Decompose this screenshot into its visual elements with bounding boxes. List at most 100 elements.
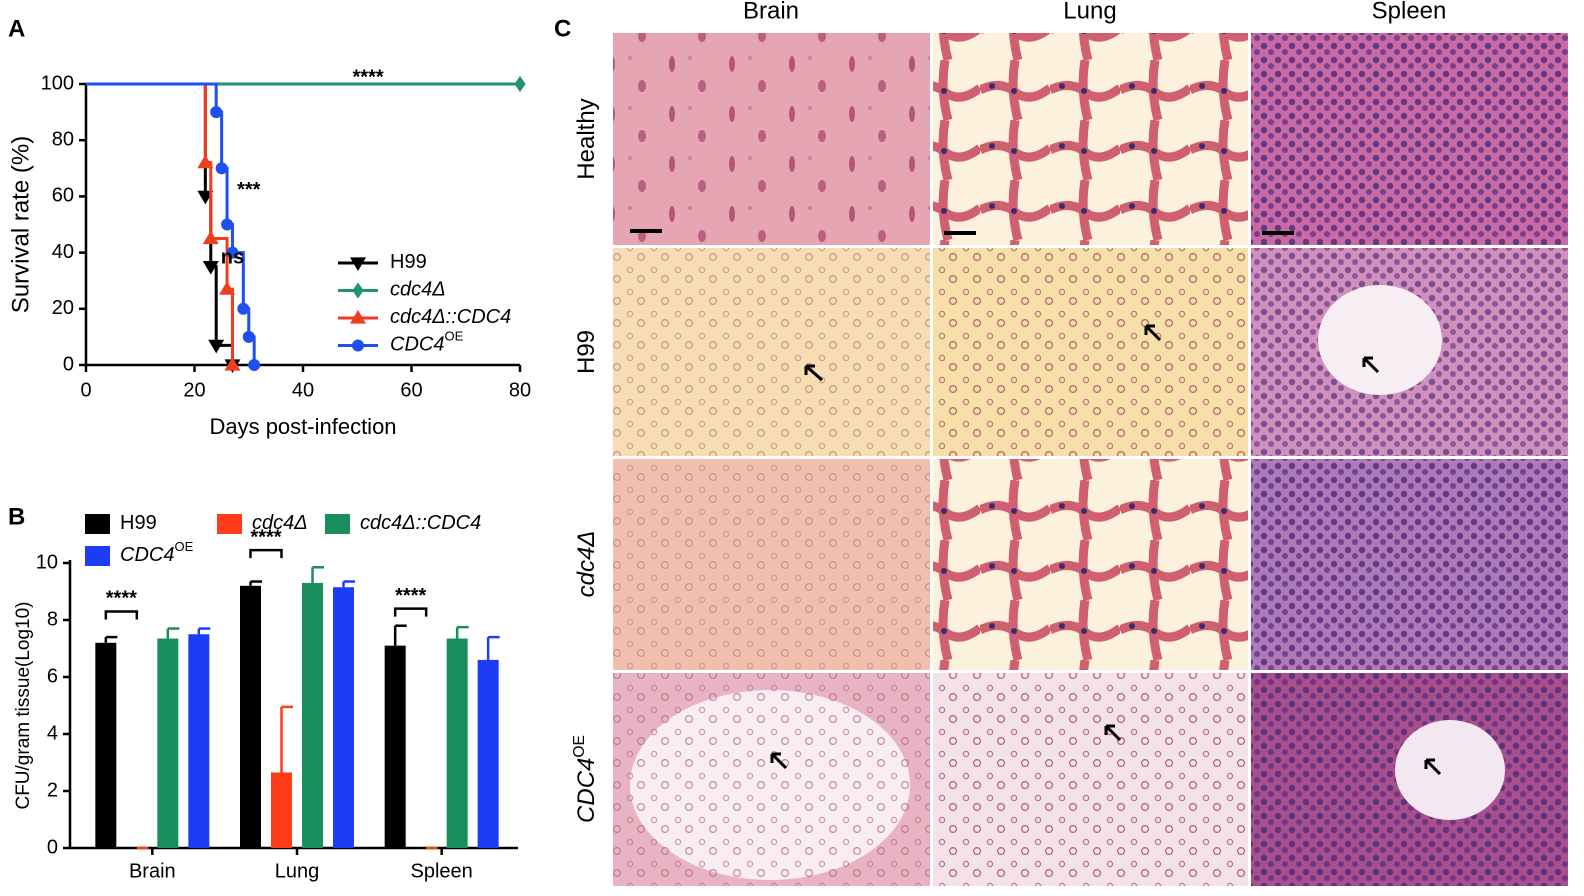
y-axis-label: Survival rate (%)	[7, 136, 34, 313]
x-tick-label: Brain	[129, 860, 176, 882]
x-tick-label: 20	[183, 379, 205, 401]
x-tick-label: Lung	[275, 860, 320, 882]
tile-texture	[1251, 459, 1568, 670]
row-label: Healthy	[573, 98, 600, 179]
column-header: Lung	[1063, 0, 1116, 24]
x-tick-label: 40	[292, 379, 314, 401]
tile	[933, 459, 1248, 670]
legend-label-superscript: OE	[174, 539, 193, 554]
y-tick-label: 80	[52, 128, 74, 150]
x-tick-label: Spleen	[411, 860, 473, 882]
annotation: ****	[353, 67, 384, 89]
bar	[188, 634, 210, 848]
annotation: ****	[250, 526, 281, 548]
row-label-superscript: OE	[571, 735, 588, 758]
legend-label: CDC4OE	[120, 539, 194, 566]
column-header: Brain	[743, 0, 799, 24]
tile-texture	[613, 673, 930, 886]
legend-swatch	[85, 546, 110, 566]
x-tick-label: 0	[80, 379, 91, 401]
survival-step	[86, 82, 207, 163]
histology-tiles	[613, 33, 1568, 886]
significance-bracket	[104, 610, 139, 620]
survival-step	[216, 110, 224, 169]
legend-label-text: H99	[120, 512, 157, 534]
scale-bars	[630, 229, 1294, 235]
survival-step	[86, 82, 207, 197]
marker	[208, 339, 225, 354]
bar	[477, 659, 499, 848]
y-tick-label: 20	[52, 297, 74, 319]
legend-label-text: cdc4Δ	[252, 512, 308, 534]
legend-label: cdc4Δ	[252, 512, 308, 534]
marker	[202, 230, 219, 245]
x-axis-label: Days post-infection	[209, 414, 396, 439]
legend-label: CDC4OE	[390, 329, 464, 356]
lesion	[1318, 285, 1442, 395]
bar	[240, 585, 261, 848]
legend-label: cdc4Δ::CDC4	[390, 306, 511, 328]
y-tick-label: 2	[47, 779, 58, 801]
y-tick-label: 0	[63, 353, 74, 375]
legend-label-text: cdc4Δ::CDC4	[390, 306, 511, 328]
tile	[933, 33, 1248, 245]
row-label: H99	[573, 330, 600, 374]
row-label: cdc4Δ	[573, 531, 600, 598]
bar	[446, 638, 468, 848]
legend-label: cdc4Δ	[390, 279, 446, 301]
x-tick-label: 80	[509, 379, 531, 401]
row-label-text: Healthy	[573, 98, 600, 179]
y-tick-label: 10	[36, 551, 58, 573]
row-label-text: H99	[573, 330, 600, 374]
legend-label-text: CDC4	[120, 544, 174, 566]
survival-step	[86, 82, 218, 113]
marker	[514, 76, 526, 92]
legend-label-text: CDC4	[390, 334, 444, 356]
legend-label-text: H99	[390, 251, 427, 273]
marker	[248, 359, 261, 371]
legend-label-text: cdc4Δ::CDC4	[360, 512, 481, 534]
tile-texture	[613, 33, 930, 245]
row-label-text: cdc4Δ	[573, 531, 600, 598]
y-tick-label: 60	[52, 185, 74, 207]
y-tick-label: 4	[47, 722, 58, 744]
marker	[350, 310, 366, 324]
bar	[157, 638, 179, 848]
x-tick-label: 60	[400, 379, 422, 401]
legend-label: H99	[390, 251, 427, 273]
arrows	[770, 324, 1442, 776]
y-axis-label: CFU/gram tissue(Log10)	[13, 601, 34, 809]
bar	[271, 772, 292, 848]
marker	[215, 162, 228, 175]
tile-texture	[933, 248, 1248, 456]
marker	[221, 218, 234, 231]
legend-label: cdc4Δ::CDC4	[360, 512, 481, 534]
marker	[210, 106, 223, 119]
y-tick-label: 8	[47, 608, 58, 630]
survival-step	[221, 166, 229, 225]
marker	[237, 302, 250, 315]
marker	[219, 281, 236, 295]
bar	[333, 587, 354, 848]
marker	[242, 330, 255, 343]
tile-texture	[613, 248, 930, 456]
y-tick-label: 0	[47, 836, 58, 858]
panel-label: C	[554, 15, 571, 42]
legend-label-text: cdc4Δ	[390, 279, 446, 301]
marker	[226, 246, 239, 259]
y-tick-label: 6	[47, 665, 58, 687]
marker	[224, 357, 241, 371]
y-tick-label: 40	[52, 241, 74, 263]
legend-label: H99	[120, 512, 157, 534]
row-label: CDC4OE	[571, 735, 600, 823]
marker	[352, 339, 364, 352]
tile-texture	[1251, 33, 1568, 245]
annotation: ****	[106, 588, 137, 610]
survival-step	[227, 287, 234, 365]
survival-step	[210, 265, 218, 346]
marker	[202, 261, 219, 275]
tile-texture	[933, 673, 1248, 886]
panel-label: A	[8, 15, 25, 42]
row-label-text: CDC4	[573, 758, 600, 823]
